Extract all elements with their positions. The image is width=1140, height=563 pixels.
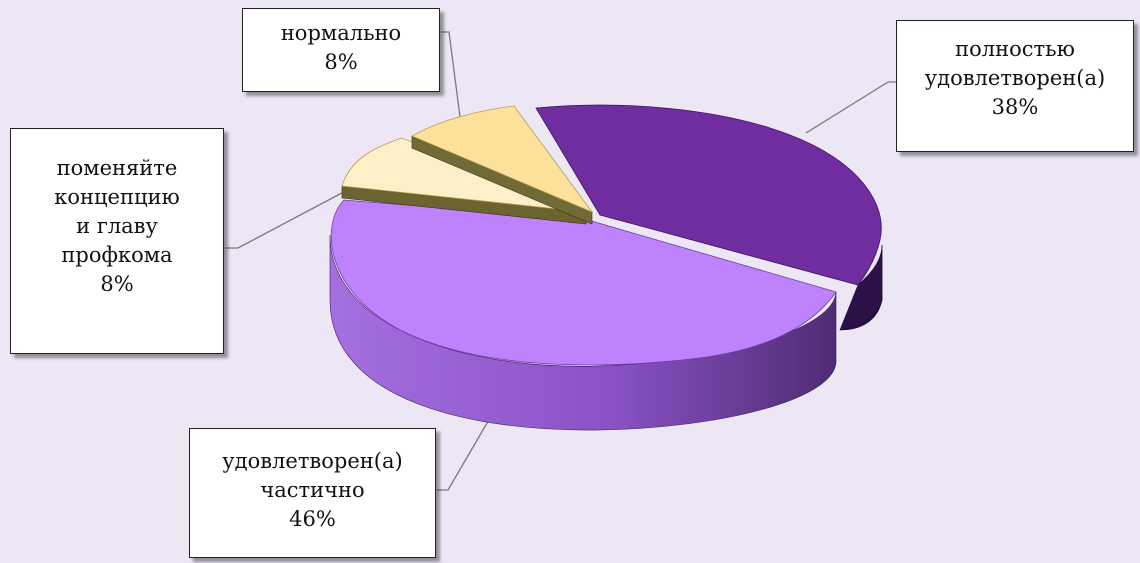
- label-change-leadership: поменяйте концепцию и главу профкома 8%: [10, 128, 224, 354]
- label-partially-satisfied: удовлетворен(а) частично 46%: [189, 428, 436, 558]
- leader-line-partially: [437, 417, 491, 491]
- label-normal-name: нормально: [280, 21, 402, 45]
- label-fully-satisfied-name: полностью удовлетворен(а): [924, 37, 1106, 90]
- label-fully-satisfied-percent: 38%: [991, 95, 1039, 119]
- label-fully-satisfied: полностью удовлетворен(а) 38%: [896, 20, 1134, 152]
- pie-slice-partially-side: [329, 234, 837, 431]
- pie-slice-fully-top: [535, 104, 882, 286]
- label-partially-satisfied-percent: 46%: [289, 507, 336, 531]
- pie-slice-partially-top: [330, 199, 837, 366]
- pie-slice-fully-side-wall: [839, 244, 883, 331]
- leader-line-normal: [441, 31, 461, 118]
- leader-line-fully: [805, 81, 896, 134]
- label-normal-percent: 8%: [324, 50, 358, 74]
- label-change-leadership-name: поменяйте концепцию и главу профкома: [54, 156, 180, 267]
- label-change-leadership-percent: 8%: [100, 272, 134, 296]
- leader-line-change: [225, 185, 356, 249]
- label-partially-satisfied-name: удовлетворен(а) частично: [222, 449, 403, 502]
- pie-slice-normal-top: [411, 105, 594, 213]
- label-normal: нормально 8%: [242, 8, 440, 92]
